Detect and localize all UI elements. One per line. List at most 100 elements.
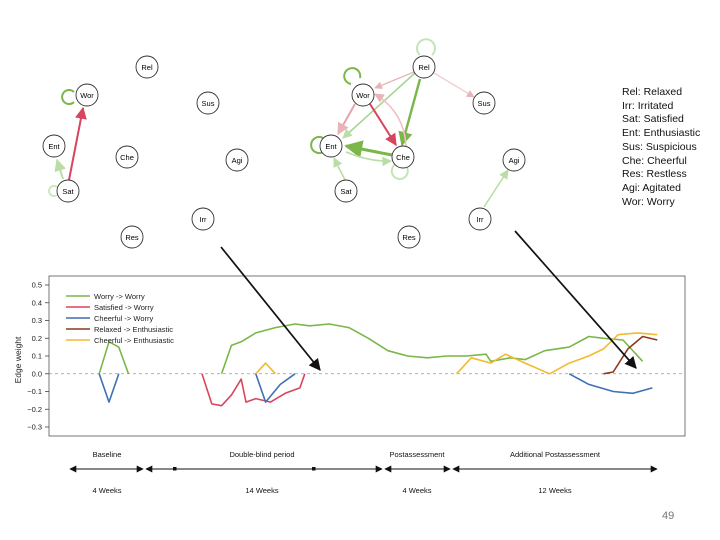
pointer-arrow <box>514 230 637 369</box>
series-line <box>568 373 653 395</box>
node[interactable]: Wor <box>351 83 375 107</box>
series-group <box>98 323 658 407</box>
node[interactable]: Che <box>115 145 139 169</box>
network-left: Rel Wor Sus Ent Che Agi Sat Irr Res <box>42 55 249 249</box>
y-tick-label: 0.1 <box>32 352 42 361</box>
node[interactable]: Irr <box>191 207 215 231</box>
node-label: Ent <box>48 142 60 151</box>
edge-sat-ent <box>54 158 66 180</box>
node-label: Che <box>120 153 134 162</box>
self-loop-wor <box>61 89 75 105</box>
series-line <box>456 332 658 375</box>
y-tick-label: 0.2 <box>32 334 42 343</box>
node-label: Rel <box>418 63 430 72</box>
node-label: Irr <box>476 215 484 224</box>
self-loop-ent <box>310 136 324 154</box>
key-entry: Res: Restless <box>622 168 687 181</box>
node-label: Res <box>402 233 416 242</box>
node-label: Res <box>125 233 139 242</box>
y-tick-label: −0.1 <box>27 387 42 396</box>
key-entry: Ent: Enthusiastic <box>622 127 701 140</box>
edge-irr-agi <box>483 169 509 208</box>
network-right: Rel Wor Sus Ent Che Agi Sat Irr Res <box>310 38 526 249</box>
self-loop-wor <box>343 67 362 85</box>
edge-ent-che <box>345 151 392 167</box>
node[interactable]: Res <box>120 225 144 249</box>
chart-legend: Worry -> Worry Satisfied -> Worry Cheerf… <box>66 292 174 345</box>
phase-label: Postassessment <box>389 450 445 459</box>
key-entry: Che: Cheerful <box>622 154 687 167</box>
y-axis: 0.5 0.4 0.3 0.2 0.1 0.0 −0.1 −0.2 −0.3 <box>27 281 49 432</box>
node[interactable]: Che <box>391 145 415 169</box>
node[interactable]: Rel <box>412 55 436 79</box>
phase-duration: 4 Weeks <box>92 486 121 495</box>
timeline-tick <box>312 467 316 471</box>
key-entry: Wor: Worry <box>622 195 675 208</box>
legend-entry: Satisfied -> Worry <box>94 303 154 312</box>
node[interactable]: Agi <box>225 148 249 172</box>
node[interactable]: Sat <box>56 179 80 203</box>
node[interactable]: Ent <box>319 134 343 158</box>
node-label: Sat <box>340 187 352 196</box>
self-loop-rel <box>416 38 436 56</box>
series-line <box>98 373 120 403</box>
node-label: Wor <box>356 91 370 100</box>
node-label: Sat <box>62 187 74 196</box>
node-label: Wor <box>80 91 94 100</box>
edge-che-wor <box>374 93 407 147</box>
edge-sat-wor <box>68 106 87 181</box>
legend-entry: Cheerful -> Enthusiastic <box>94 336 174 345</box>
node-label: Che <box>396 153 410 162</box>
key-entry: Sus: Suspicious <box>622 140 697 153</box>
phase-label: Additional Postassessment <box>510 450 601 459</box>
node[interactable]: Sus <box>472 91 496 115</box>
self-loop-che <box>390 163 409 181</box>
node-label: Sus <box>478 99 491 108</box>
node-label: Ent <box>325 142 337 151</box>
y-tick-label: −0.3 <box>27 423 42 432</box>
node[interactable]: Irr <box>468 207 492 231</box>
node[interactable]: Agi <box>502 148 526 172</box>
edge-rel-sus <box>433 72 475 98</box>
edge-rel-wor <box>374 71 415 89</box>
node[interactable]: Wor <box>75 83 99 107</box>
series-line <box>220 323 644 375</box>
phase-duration: 14 Weeks <box>245 486 278 495</box>
key-entry: Irr: Irritated <box>622 99 674 112</box>
series-line <box>255 373 296 403</box>
legend-entry: Worry -> Worry <box>94 292 145 301</box>
phase-label: Baseline <box>93 450 122 459</box>
phase-duration: 4 Weeks <box>402 486 431 495</box>
timeline: Baseline Double-blind period Postassessm… <box>69 450 658 495</box>
series-line <box>98 340 130 375</box>
y-tick-label: 0.3 <box>32 316 42 325</box>
series-line <box>603 335 658 375</box>
phase-label: Double-blind period <box>229 450 294 459</box>
phase-duration: 12 Weeks <box>538 486 571 495</box>
node[interactable]: Ent <box>42 134 66 158</box>
pointer-arrow <box>220 246 321 371</box>
timeline-tick <box>173 467 177 471</box>
chart: 0.5 0.4 0.3 0.2 0.1 0.0 −0.1 −0.2 −0.3 Edge weig… <box>13 275 686 437</box>
y-tick-label: 0.4 <box>32 298 42 307</box>
edge-che-ent <box>344 140 393 158</box>
legend-entry: Cheerful -> Worry <box>94 314 154 323</box>
edge-sat-ent <box>333 157 346 181</box>
y-axis-label: Edge weight <box>13 336 23 383</box>
legend-entry: Relaxed -> Enthusiastic <box>94 325 173 334</box>
abbreviation-key: Rel: Relaxed Irr: Irritated Sat: Satisfi… <box>622 86 700 209</box>
node[interactable]: Rel <box>135 55 159 79</box>
node[interactable]: Sus <box>196 91 220 115</box>
node-label: Irr <box>199 215 207 224</box>
edge-wor-ent <box>337 103 356 136</box>
y-tick-label: −0.2 <box>27 405 42 414</box>
key-entry: Sat: Satisfied <box>622 113 684 126</box>
self-loop-sat <box>48 185 58 197</box>
node[interactable]: Res <box>397 225 421 249</box>
edge-wor-che <box>369 103 397 147</box>
node-label: Agi <box>232 156 243 165</box>
edge-rel-ent <box>342 72 416 139</box>
node[interactable]: Sat <box>334 179 358 203</box>
node-label: Sus <box>202 99 215 108</box>
